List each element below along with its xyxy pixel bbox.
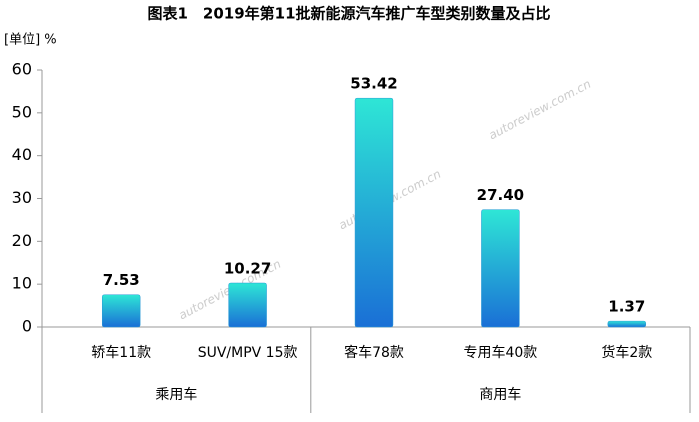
y-tick-label: 50 <box>12 102 32 121</box>
x-tick-label: SUV/MPV 15款 <box>198 345 298 361</box>
data-label: 27.40 <box>477 186 524 204</box>
data-label: 7.53 <box>103 271 140 289</box>
chart-title: 图表1 2019年第11批新能源汽车推广车型类别数量及占比 <box>147 5 550 23</box>
x-tick-label: 专用车40款 <box>463 344 537 361</box>
group-label: 乘用车 <box>155 386 197 403</box>
y-tick-label: 10 <box>12 274 32 293</box>
data-label: 1.37 <box>608 298 645 316</box>
bar <box>607 320 647 328</box>
bar <box>101 294 141 328</box>
x-tick-label: 货车2款 <box>601 344 652 361</box>
data-label: 53.42 <box>350 75 397 93</box>
y-tick-label: 40 <box>12 145 32 164</box>
bar <box>481 209 520 328</box>
x-tick-label: 轿车11款 <box>91 344 151 361</box>
bar <box>228 282 267 328</box>
y-axis-label: [单位] % <box>4 33 57 48</box>
data-label: 10.27 <box>224 260 271 278</box>
y-tick-label: 30 <box>12 188 32 207</box>
x-tick-label: 客车78款 <box>344 344 404 361</box>
y-tick-label: 60 <box>12 60 32 79</box>
group-label: 商用车 <box>479 386 521 403</box>
y-tick-label: 0 <box>22 317 32 336</box>
y-tick-label: 20 <box>12 231 32 250</box>
watermark: autoreview.com.cn <box>486 77 593 143</box>
bar <box>354 97 394 328</box>
